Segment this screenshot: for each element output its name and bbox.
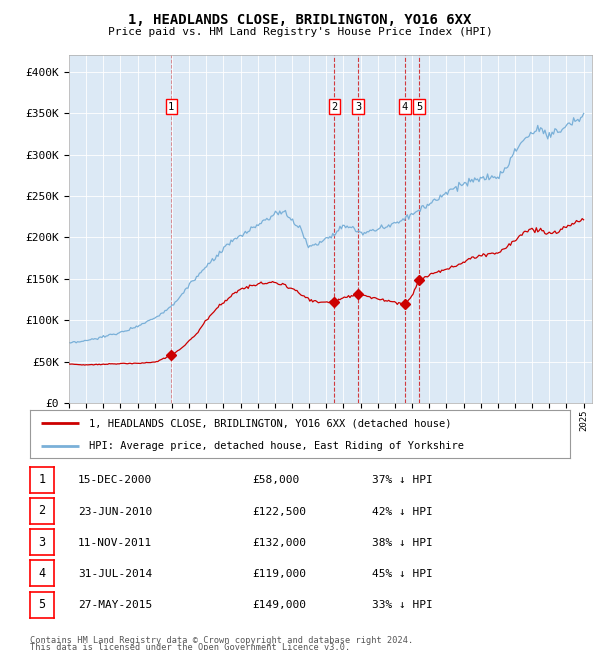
Text: 4: 4 <box>38 567 46 580</box>
Text: 15-DEC-2000: 15-DEC-2000 <box>78 475 152 486</box>
Text: 5: 5 <box>38 598 46 611</box>
Text: 31-JUL-2014: 31-JUL-2014 <box>78 569 152 579</box>
Text: £122,500: £122,500 <box>252 506 306 517</box>
Text: 1: 1 <box>168 101 175 112</box>
Text: 42% ↓ HPI: 42% ↓ HPI <box>372 506 433 517</box>
Text: 23-JUN-2010: 23-JUN-2010 <box>78 506 152 517</box>
Text: 11-NOV-2011: 11-NOV-2011 <box>78 538 152 548</box>
Text: Contains HM Land Registry data © Crown copyright and database right 2024.: Contains HM Land Registry data © Crown c… <box>30 636 413 645</box>
Text: £58,000: £58,000 <box>252 475 299 486</box>
Text: £132,000: £132,000 <box>252 538 306 548</box>
Text: £119,000: £119,000 <box>252 569 306 579</box>
Text: 1, HEADLANDS CLOSE, BRIDLINGTON, YO16 6XX (detached house): 1, HEADLANDS CLOSE, BRIDLINGTON, YO16 6X… <box>89 418 452 428</box>
Text: £149,000: £149,000 <box>252 600 306 610</box>
Text: 1, HEADLANDS CLOSE, BRIDLINGTON, YO16 6XX: 1, HEADLANDS CLOSE, BRIDLINGTON, YO16 6X… <box>128 13 472 27</box>
Text: Price paid vs. HM Land Registry's House Price Index (HPI): Price paid vs. HM Land Registry's House … <box>107 27 493 37</box>
Text: 3: 3 <box>355 101 361 112</box>
Text: 2: 2 <box>38 504 46 517</box>
Text: 4: 4 <box>402 101 408 112</box>
Text: 2: 2 <box>331 101 337 112</box>
Text: 45% ↓ HPI: 45% ↓ HPI <box>372 569 433 579</box>
Text: HPI: Average price, detached house, East Riding of Yorkshire: HPI: Average price, detached house, East… <box>89 441 464 451</box>
Text: 38% ↓ HPI: 38% ↓ HPI <box>372 538 433 548</box>
Text: 3: 3 <box>38 536 46 549</box>
Text: This data is licensed under the Open Government Licence v3.0.: This data is licensed under the Open Gov… <box>30 644 350 650</box>
Text: 1: 1 <box>38 473 46 486</box>
Text: 33% ↓ HPI: 33% ↓ HPI <box>372 600 433 610</box>
Text: 27-MAY-2015: 27-MAY-2015 <box>78 600 152 610</box>
Text: 5: 5 <box>416 101 422 112</box>
Text: 37% ↓ HPI: 37% ↓ HPI <box>372 475 433 486</box>
